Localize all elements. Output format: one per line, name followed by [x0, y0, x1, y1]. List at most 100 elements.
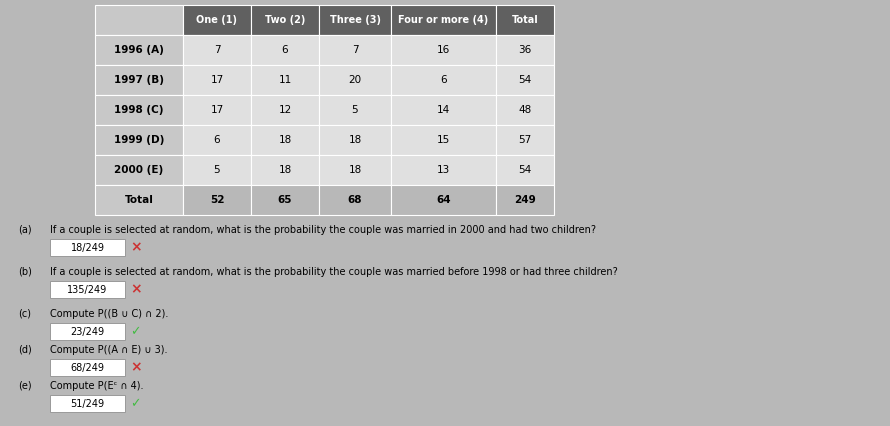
- Text: (b): (b): [18, 267, 32, 277]
- Bar: [496, 155, 554, 185]
- Text: (c): (c): [18, 309, 31, 319]
- Bar: [391, 125, 496, 155]
- Text: 48: 48: [518, 105, 531, 115]
- Bar: [251, 65, 319, 95]
- Bar: [319, 155, 391, 185]
- Text: 6: 6: [282, 45, 288, 55]
- Text: Total: Total: [512, 15, 538, 25]
- Text: 36: 36: [518, 45, 531, 55]
- Text: ✓: ✓: [130, 325, 141, 338]
- Text: 18: 18: [279, 165, 292, 175]
- Text: Four or more (4): Four or more (4): [399, 15, 489, 25]
- Text: 5: 5: [214, 165, 221, 175]
- Text: 68: 68: [348, 195, 362, 205]
- Text: 7: 7: [214, 45, 221, 55]
- Bar: [391, 5, 496, 35]
- Bar: [95, 125, 183, 155]
- Text: 1997 (B): 1997 (B): [114, 75, 164, 85]
- Text: ×: ×: [130, 241, 142, 254]
- Bar: [50, 281, 125, 298]
- Text: Two (2): Two (2): [265, 15, 305, 25]
- Bar: [319, 5, 391, 35]
- Bar: [183, 5, 251, 35]
- Text: 135/249: 135/249: [68, 285, 108, 294]
- Bar: [251, 95, 319, 125]
- Text: (d): (d): [18, 345, 32, 355]
- Text: 18: 18: [279, 135, 292, 145]
- Text: 11: 11: [279, 75, 292, 85]
- Bar: [183, 65, 251, 95]
- Bar: [95, 65, 183, 95]
- Text: 1999 (D): 1999 (D): [114, 135, 164, 145]
- Bar: [183, 125, 251, 155]
- Bar: [251, 35, 319, 65]
- Text: 52: 52: [210, 195, 224, 205]
- Text: 20: 20: [349, 75, 361, 85]
- Bar: [95, 5, 183, 35]
- Text: 7: 7: [352, 45, 359, 55]
- Bar: [496, 95, 554, 125]
- Bar: [319, 185, 391, 215]
- Text: ×: ×: [130, 360, 142, 374]
- Text: 2000 (E): 2000 (E): [115, 165, 164, 175]
- Text: 5: 5: [352, 105, 359, 115]
- Text: Compute P((B ∪ C) ∩ 2).: Compute P((B ∪ C) ∩ 2).: [50, 309, 168, 319]
- Text: 64: 64: [436, 195, 451, 205]
- Text: 14: 14: [437, 105, 450, 115]
- Bar: [183, 155, 251, 185]
- Bar: [95, 185, 183, 215]
- Text: 65: 65: [278, 195, 292, 205]
- Text: (a): (a): [18, 225, 32, 235]
- Bar: [319, 95, 391, 125]
- Text: 18/249: 18/249: [70, 242, 104, 253]
- Bar: [50, 359, 125, 376]
- Bar: [391, 185, 496, 215]
- Text: 17: 17: [210, 75, 223, 85]
- Bar: [251, 125, 319, 155]
- Text: 18: 18: [348, 135, 361, 145]
- Bar: [50, 395, 125, 412]
- Bar: [183, 185, 251, 215]
- Bar: [391, 65, 496, 95]
- Text: 57: 57: [518, 135, 531, 145]
- Bar: [50, 323, 125, 340]
- Bar: [496, 5, 554, 35]
- Text: (e): (e): [18, 381, 32, 391]
- Bar: [496, 125, 554, 155]
- Text: 17: 17: [210, 105, 223, 115]
- Text: 13: 13: [437, 165, 450, 175]
- Bar: [391, 155, 496, 185]
- Bar: [95, 95, 183, 125]
- Bar: [319, 125, 391, 155]
- Bar: [251, 185, 319, 215]
- Text: 51/249: 51/249: [70, 398, 104, 409]
- Text: One (1): One (1): [197, 15, 238, 25]
- Text: 1998 (C): 1998 (C): [114, 105, 164, 115]
- Text: If a couple is selected at random, what is the probability the couple was marrie: If a couple is selected at random, what …: [50, 267, 618, 277]
- Text: ×: ×: [130, 282, 142, 296]
- Bar: [319, 35, 391, 65]
- Bar: [319, 65, 391, 95]
- Text: 1996 (A): 1996 (A): [114, 45, 164, 55]
- Text: 6: 6: [441, 75, 447, 85]
- Text: 12: 12: [279, 105, 292, 115]
- Text: Total: Total: [125, 195, 153, 205]
- Text: Three (3): Three (3): [329, 15, 381, 25]
- Bar: [251, 155, 319, 185]
- Text: 16: 16: [437, 45, 450, 55]
- Text: 68/249: 68/249: [70, 363, 104, 372]
- Text: 15: 15: [437, 135, 450, 145]
- Text: 54: 54: [518, 165, 531, 175]
- Bar: [391, 95, 496, 125]
- Text: Compute P(Eᶜ ∩ 4).: Compute P(Eᶜ ∩ 4).: [50, 381, 143, 391]
- Text: 6: 6: [214, 135, 221, 145]
- Text: If a couple is selected at random, what is the probability the couple was marrie: If a couple is selected at random, what …: [50, 225, 596, 235]
- Bar: [95, 35, 183, 65]
- Bar: [183, 95, 251, 125]
- Text: 54: 54: [518, 75, 531, 85]
- Bar: [251, 5, 319, 35]
- Bar: [50, 239, 125, 256]
- Text: Compute P((A ∩ E) ∪ 3).: Compute P((A ∩ E) ∪ 3).: [50, 345, 167, 355]
- Bar: [183, 35, 251, 65]
- Text: 18: 18: [348, 165, 361, 175]
